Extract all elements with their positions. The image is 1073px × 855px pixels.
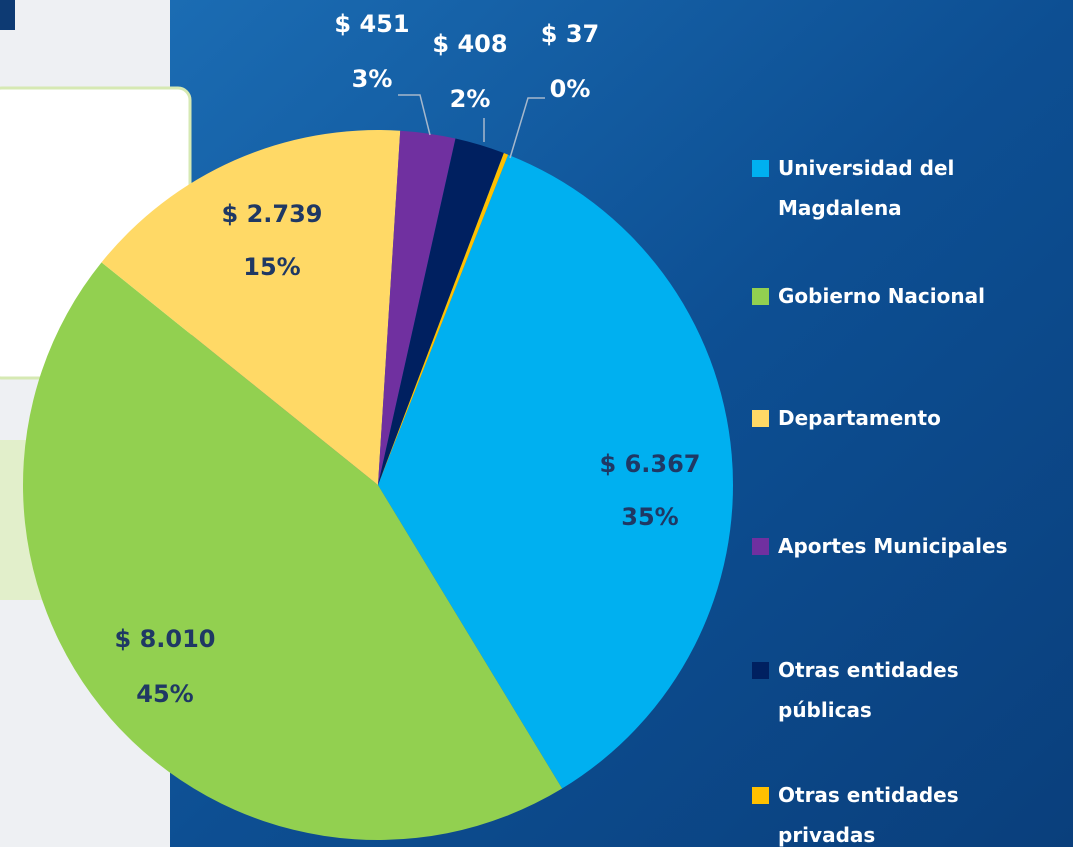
pie-slice bbox=[23, 262, 563, 840]
legend-label: Aportes Municipales bbox=[778, 534, 1008, 558]
percent-label: 2% bbox=[450, 85, 491, 113]
legend-swatch bbox=[752, 288, 769, 305]
corner-bar bbox=[0, 0, 15, 30]
legend-label: Departamento bbox=[778, 406, 941, 430]
legend-swatch bbox=[752, 662, 769, 679]
leader-line bbox=[509, 97, 545, 159]
percent-label: 15% bbox=[243, 253, 300, 281]
value-label: $ 8.010 bbox=[115, 625, 216, 653]
legend-swatch bbox=[752, 538, 769, 555]
percent-label: 0% bbox=[550, 75, 591, 103]
pie-slice bbox=[378, 154, 733, 789]
pie-slice bbox=[378, 138, 504, 486]
value-label: $ 2.739 bbox=[222, 200, 323, 228]
legend-label: Universidad del Magdalena bbox=[778, 156, 955, 220]
legend-swatch bbox=[752, 410, 769, 427]
pie-slice bbox=[101, 129, 401, 485]
leader-line bbox=[398, 94, 431, 136]
percent-label: 45% bbox=[136, 680, 193, 708]
value-label: $ 6.367 bbox=[600, 450, 701, 478]
legend-label: Otras entidades públicas bbox=[778, 658, 959, 722]
legend-swatch bbox=[752, 787, 769, 804]
legend-label: Gobierno Nacional bbox=[778, 284, 985, 308]
percent-label: 35% bbox=[621, 503, 678, 531]
percent-label: 3% bbox=[352, 65, 393, 93]
value-label: $ 451 bbox=[334, 10, 409, 38]
pie-slice bbox=[378, 130, 456, 485]
legend-label: Otras entidades privadas bbox=[778, 783, 959, 847]
value-label: $ 408 bbox=[432, 30, 507, 58]
legend-swatch bbox=[752, 160, 769, 177]
value-label: $ 37 bbox=[541, 20, 599, 48]
pie-slice bbox=[378, 153, 509, 485]
